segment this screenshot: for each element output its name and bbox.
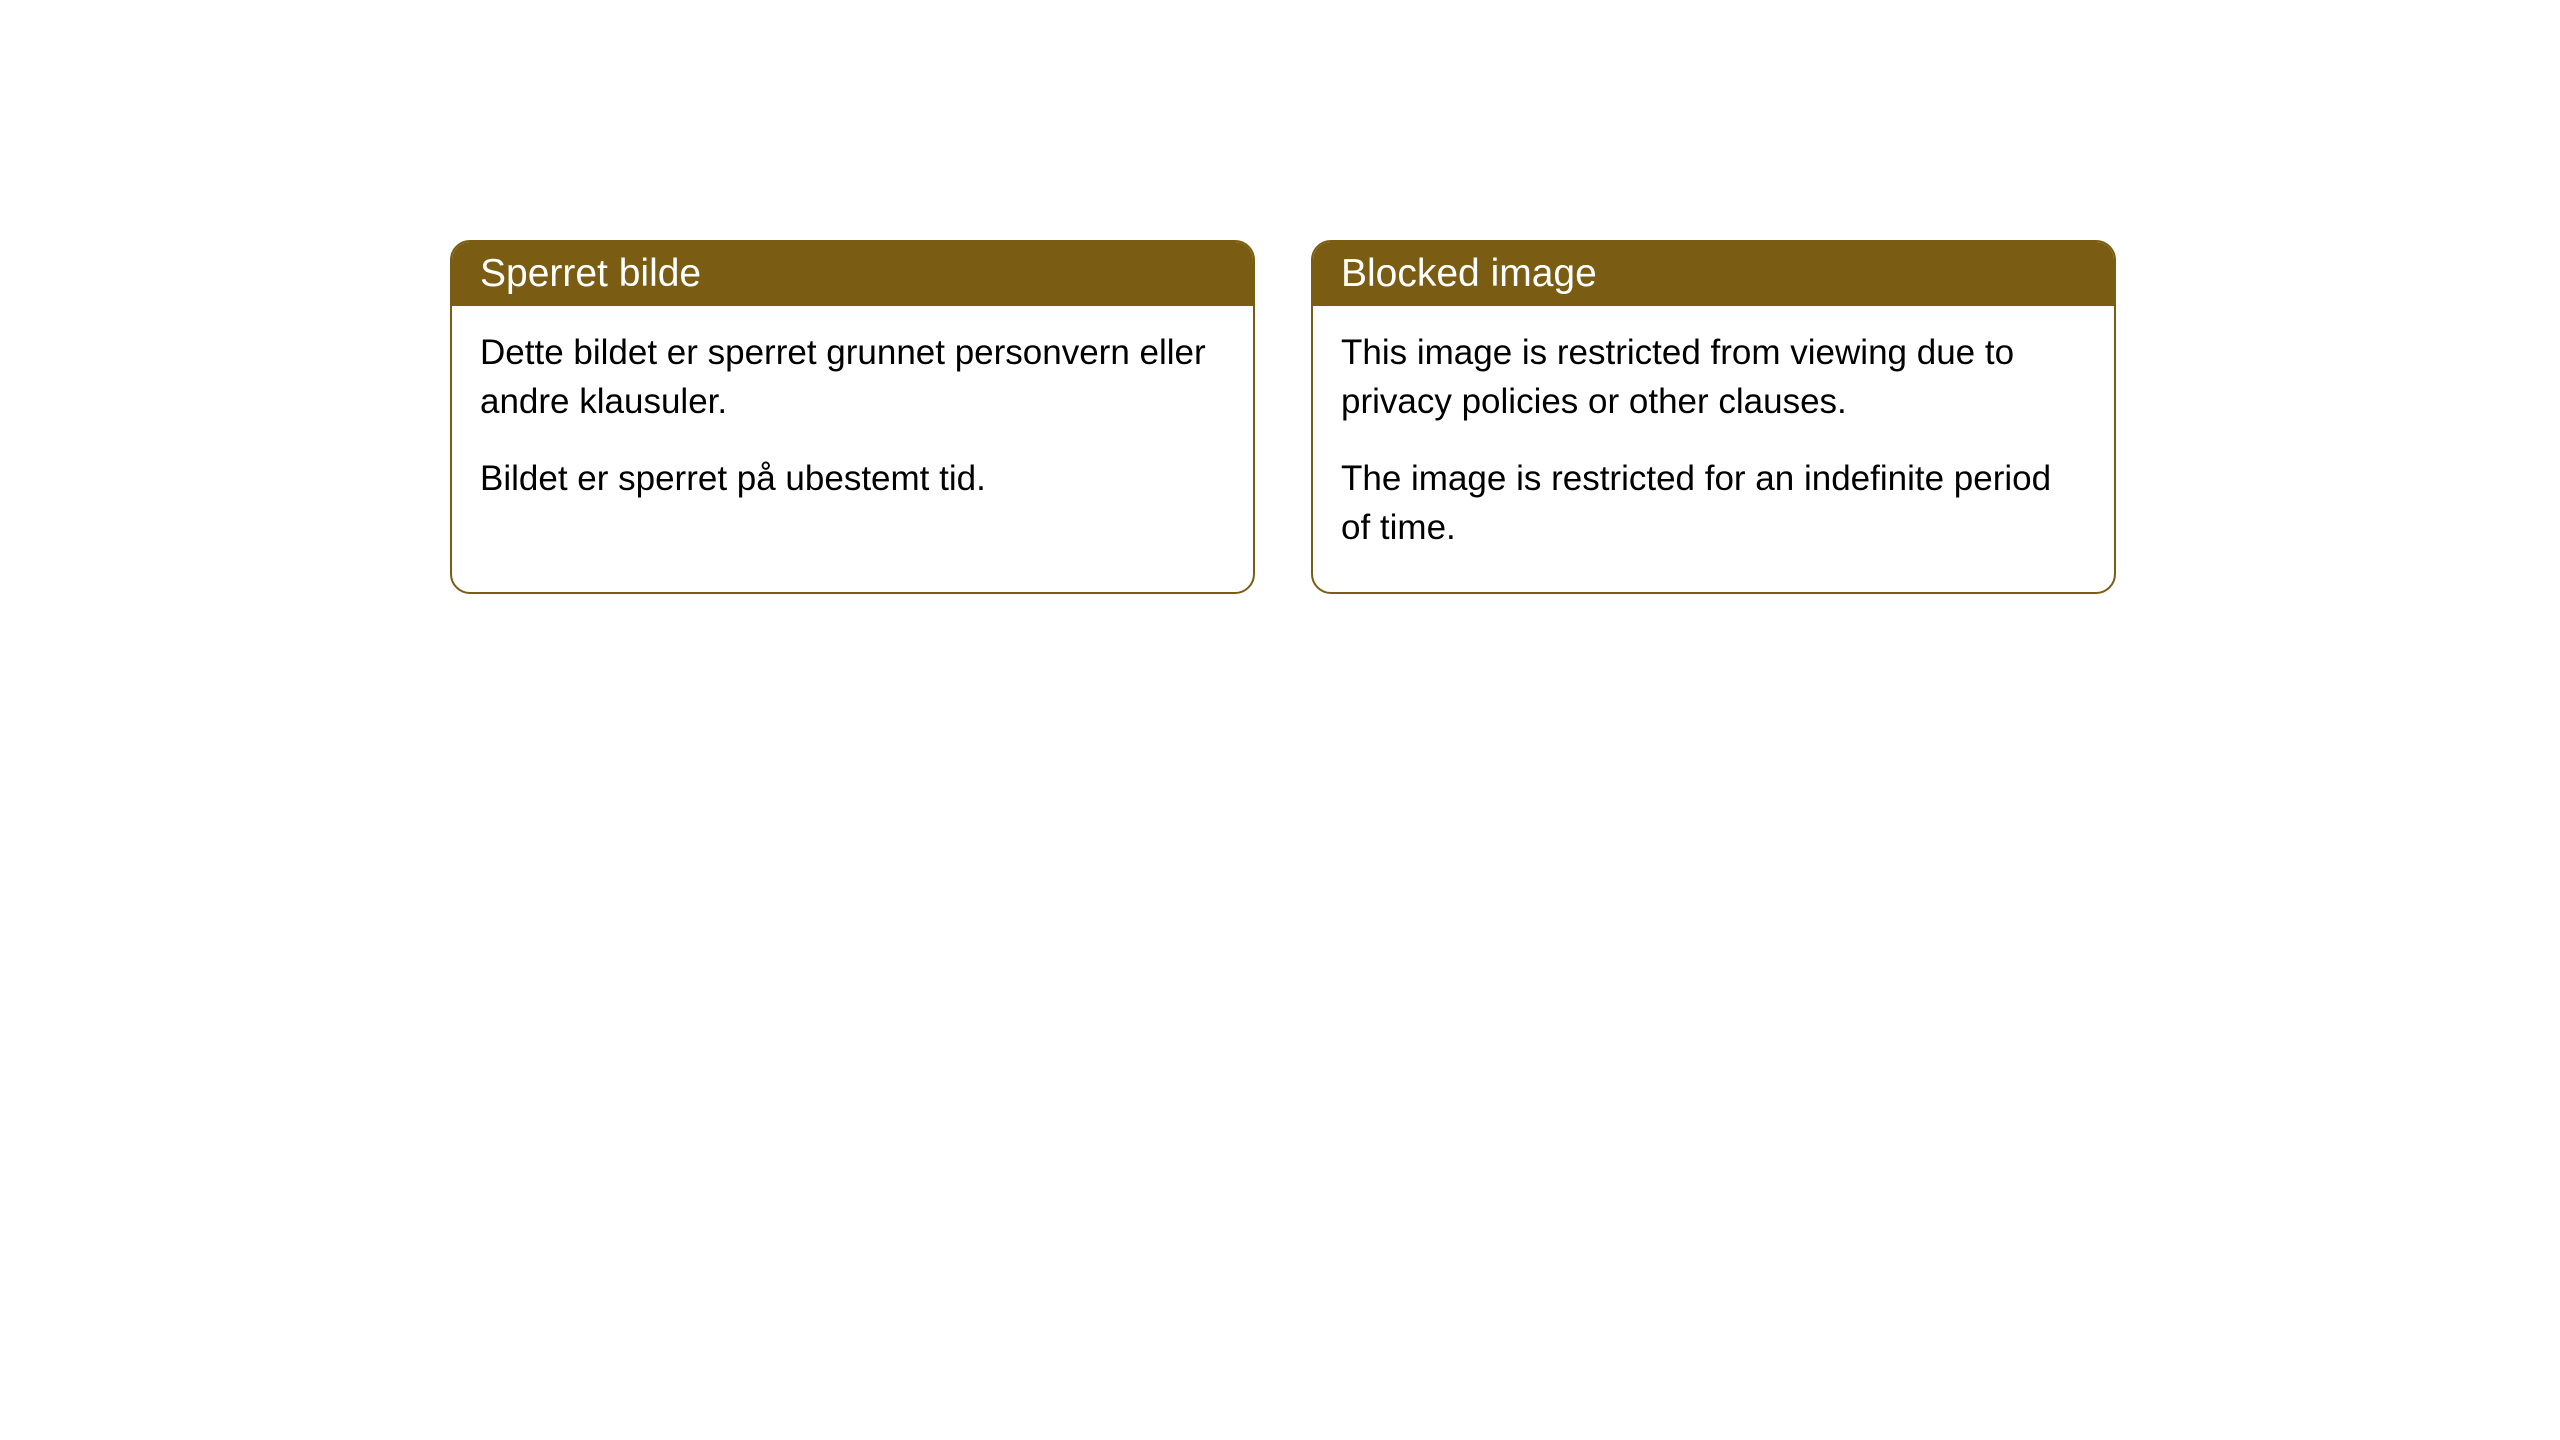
card-paragraph-1-no: Dette bildet er sperret grunnet personve… [480,328,1225,426]
card-header-no: Sperret bilde [452,242,1253,306]
cards-container: Sperret bilde Dette bildet er sperret gr… [450,240,2560,594]
card-title-no: Sperret bilde [480,252,701,295]
card-paragraph-1-en: This image is restricted from viewing du… [1341,328,2086,426]
card-body-en: This image is restricted from viewing du… [1313,306,2114,592]
card-paragraph-2-no: Bildet er sperret på ubestemt tid. [480,454,1225,503]
card-title-en: Blocked image [1341,252,1597,295]
card-paragraph-2-en: The image is restricted for an indefinit… [1341,454,2086,552]
blocked-image-card-en: Blocked image This image is restricted f… [1311,240,2116,594]
card-body-no: Dette bildet er sperret grunnet personve… [452,306,1253,543]
card-header-en: Blocked image [1313,242,2114,306]
blocked-image-card-no: Sperret bilde Dette bildet er sperret gr… [450,240,1255,594]
